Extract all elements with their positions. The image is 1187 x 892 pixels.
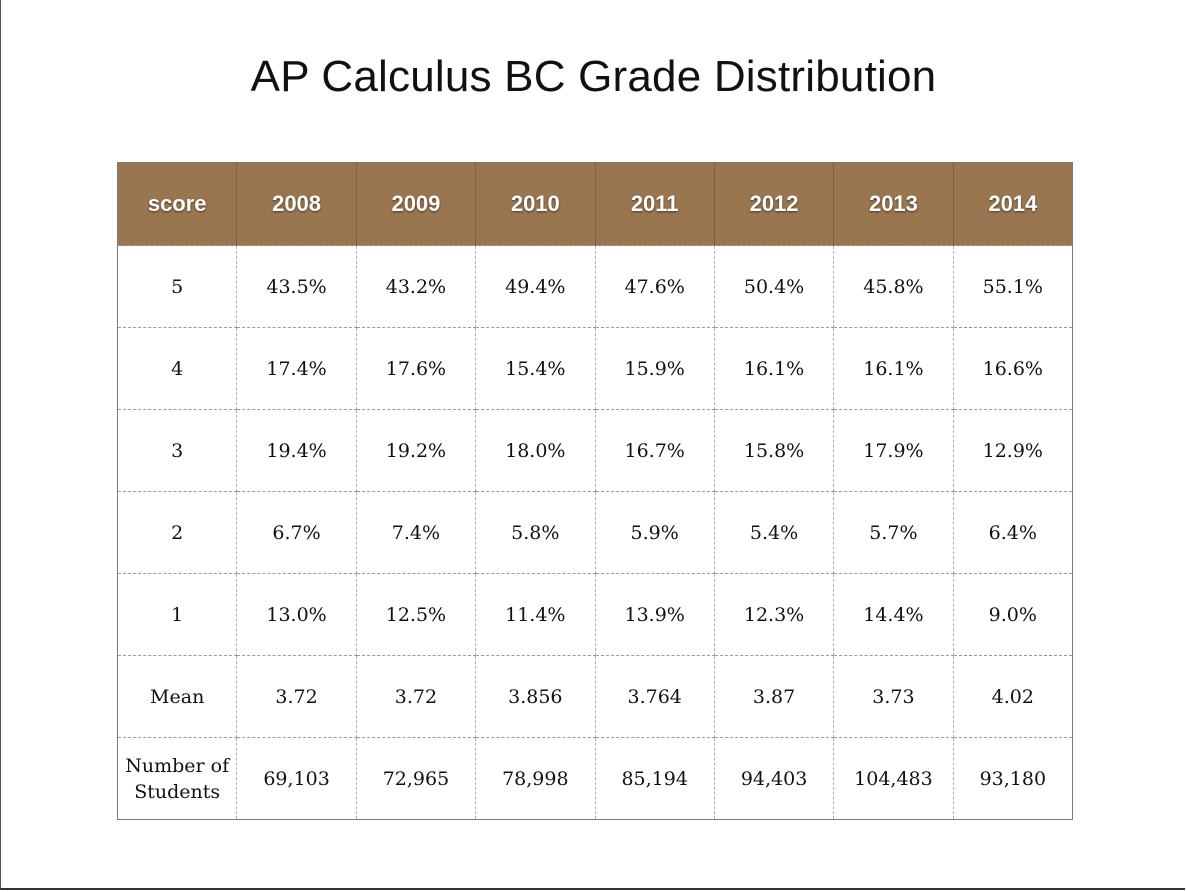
table-row: Mean 3.72 3.72 3.856 3.764 3.87 3.73 4.02 — [116, 655, 1074, 738]
row-label-cell: 5 — [116, 245, 238, 328]
header-cell: 2012 — [713, 162, 835, 246]
table-cell: 3.72 — [355, 655, 477, 738]
table-cell: 3.73 — [833, 655, 954, 738]
table-cell: 16.7% — [594, 409, 715, 492]
header-cell: 2014 — [952, 162, 1074, 246]
table-cell: 12.9% — [952, 409, 1074, 492]
table-cell: 18.0% — [475, 409, 596, 492]
table-cell: 15.9% — [594, 327, 715, 410]
table-cell: 94,403 — [713, 737, 835, 820]
table-cell: 17.9% — [833, 409, 954, 492]
table-cell: 3.764 — [594, 655, 715, 738]
table-cell: 5.8% — [475, 491, 596, 574]
chart-title: AP Calculus BC Grade Distribution — [250, 52, 937, 101]
table-cell: 13.0% — [236, 573, 357, 656]
table-cell: 16.6% — [952, 327, 1074, 410]
table-cell: 3.856 — [475, 655, 596, 738]
table-cell: 19.4% — [236, 409, 357, 492]
table-row: 4 17.4% 17.6% 15.4% 15.9% 16.1% 16.1% 16.6% — [116, 327, 1074, 410]
table-cell: 6.7% — [236, 491, 357, 574]
table-cell: 16.1% — [713, 327, 835, 410]
table-cell: 55.1% — [952, 245, 1074, 328]
row-label-cell: 1 — [116, 573, 238, 656]
table-cell: 43.5% — [236, 245, 357, 328]
table-cell: 15.4% — [475, 327, 596, 410]
table-row: 3 19.4% 19.2% 18.0% 16.7% 15.8% 17.9% 12.9% — [116, 409, 1074, 492]
row-label-cell: 3 — [116, 409, 238, 492]
table-cell: 12.3% — [713, 573, 835, 656]
table-cell: 104,483 — [833, 737, 954, 820]
table-row: 1 13.0% 12.5% 11.4% 13.9% 12.3% 14.4% 9.0% — [116, 573, 1074, 656]
header-cell: 2011 — [594, 162, 715, 246]
table-cell: 69,103 — [236, 737, 357, 820]
header-cell: 2013 — [833, 162, 954, 246]
table-cell: 5.4% — [713, 491, 835, 574]
table-body: 5 43.5% 43.2% 49.4% 47.6% 50.4% 45.8% 55.1% 4 17.… — [116, 245, 1074, 820]
table-cell: 43.2% — [355, 245, 477, 328]
table-cell: 6.4% — [952, 491, 1074, 574]
table-cell: 49.4% — [475, 245, 596, 328]
header-cell: 2009 — [355, 162, 477, 246]
table-cell: 14.4% — [833, 573, 954, 656]
table-cell: 5.7% — [833, 491, 954, 574]
table-cell: 7.4% — [355, 491, 477, 574]
table-row: Number of Students 69,103 72,965 78,998 85,1… — [116, 737, 1074, 820]
table-row: 2 6.7% 7.4% 5.8% 5.9% 5.4% 5.7% 6.4% — [116, 491, 1074, 574]
table-cell: 11.4% — [475, 573, 596, 656]
table-cell: 3.72 — [236, 655, 357, 738]
table-cell: 17.6% — [355, 327, 477, 410]
row-label-cell: Number of Students — [116, 737, 238, 820]
row-label-cell: 4 — [116, 327, 238, 410]
table-cell: 85,194 — [594, 737, 715, 820]
table-cell: 72,965 — [355, 737, 477, 820]
header-cell: score — [116, 162, 238, 246]
table-cell: 15.8% — [713, 409, 835, 492]
header-cell: 2010 — [475, 162, 596, 246]
row-label-cell: 2 — [116, 491, 238, 574]
header-cell: 2008 — [236, 162, 357, 246]
table-cell: 78,998 — [475, 737, 596, 820]
table-cell: 12.5% — [355, 573, 477, 656]
table-header-row: score 2008 2009 2010 2011 2012 2013 2014 — [116, 162, 1074, 246]
table-cell: 47.6% — [594, 245, 715, 328]
table-cell: 16.1% — [833, 327, 954, 410]
table-cell: 13.9% — [594, 573, 715, 656]
table-cell: 4.02 — [952, 655, 1074, 738]
table-row: 5 43.5% 43.2% 49.4% 47.6% 50.4% 45.8% 55.1% — [116, 245, 1074, 328]
table-cell: 45.8% — [833, 245, 954, 328]
table-cell: 5.9% — [594, 491, 715, 574]
row-label-cell: Mean — [116, 655, 238, 738]
table-cell: 17.4% — [236, 327, 357, 410]
table-cell: 19.2% — [355, 409, 477, 492]
table-cell: 9.0% — [952, 573, 1074, 656]
table-cell: 93,180 — [952, 737, 1074, 820]
grade-distribution-table: score 2008 2009 2010 2011 2012 2013 2014… — [116, 162, 1074, 820]
table-cell: 3.87 — [713, 655, 835, 738]
table-cell: 50.4% — [713, 245, 835, 328]
